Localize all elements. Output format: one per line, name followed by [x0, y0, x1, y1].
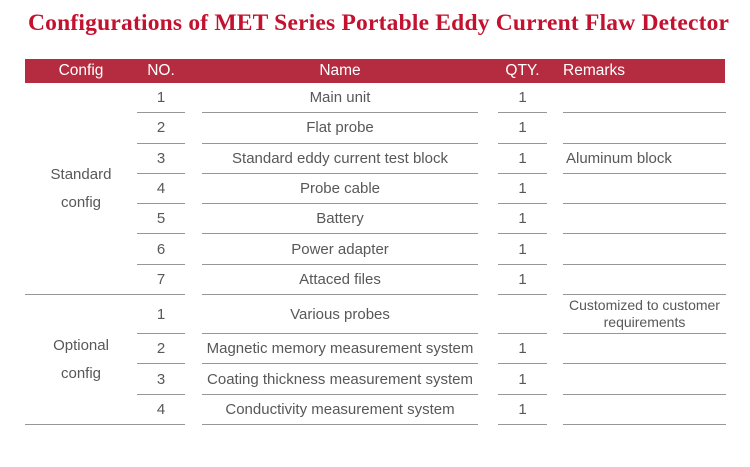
table-cell-no: 1 [137, 83, 185, 114]
table-cell-qty: 1 [498, 364, 547, 395]
table-cell-qty: 1 [498, 234, 547, 265]
table-cell-no: 1 [137, 295, 185, 335]
table-cell-no: 2 [137, 334, 185, 365]
table-section-standard: Standard config 1 Main unit 1 2 Flat probe 1 3 S… [25, 83, 726, 296]
table-cell-remarks [563, 265, 726, 296]
table-cell-qty: 1 [498, 83, 547, 114]
header-no: NO. [147, 62, 175, 79]
section-label-text: Standard config [50, 165, 112, 211]
table-cell-name: Attaced files [202, 265, 478, 296]
header-config: Config [58, 62, 104, 79]
table-cell-remarks [563, 83, 726, 114]
table-cell-no: 4 [137, 395, 185, 425]
table-cell-remarks [563, 334, 726, 365]
config-table-body: Standard config 1 Main unit 1 2 Flat probe 1 3 S… [25, 83, 726, 425]
table-cell-remarks [563, 204, 726, 235]
section-label-text: Optional config [53, 336, 109, 382]
table-cell-name: Various probes [202, 295, 478, 335]
table-cell-remarks [563, 395, 726, 425]
table-cell-name: Power adapter [202, 234, 478, 265]
table-cell-remarks: Customized to customer requirements [563, 295, 726, 335]
table-cell-qty: 1 [498, 395, 547, 425]
table-cell-name: Flat probe [202, 113, 478, 144]
table-cell-qty [498, 295, 547, 335]
table-cell-qty: 1 [498, 204, 547, 235]
table-cell-no: 3 [137, 364, 185, 395]
table-cell-name: Standard eddy current test block [202, 144, 478, 174]
table-cell-no: 7 [137, 265, 185, 296]
header-name: Name [319, 62, 361, 79]
table-cell-qty: 1 [498, 334, 547, 365]
table-section-optional: Optional config 1 Various probes Customized… [25, 295, 726, 425]
table-cell-no: 5 [137, 204, 185, 235]
table-cell-name: Probe cable [202, 174, 478, 205]
table-cell-no: 4 [137, 174, 185, 205]
table-cell-name: Conductivity measurement system [202, 395, 478, 425]
header-qty: QTY. [505, 62, 540, 79]
header-remarks: Remarks [563, 62, 626, 79]
table-cell-no: 2 [137, 113, 185, 144]
table-cell-qty: 1 [498, 144, 547, 174]
table-cell-name: Coating thickness measurement system [202, 364, 478, 395]
table-cell-name: Magnetic memory measurement system [202, 334, 478, 365]
table-cell-remarks [563, 174, 726, 205]
table-cell-qty: 1 [498, 113, 547, 144]
section-label: Standard config [25, 83, 137, 296]
table-cell-no: 6 [137, 234, 185, 265]
table-cell-remarks [563, 113, 726, 144]
config-table: Config NO. Name QTY. Remarks Standard co… [25, 59, 726, 425]
table-cell-remarks [563, 364, 726, 395]
table-cell-qty: 1 [498, 265, 547, 296]
table-cell-remarks: Aluminum block [563, 144, 726, 174]
table-cell-no: 3 [137, 144, 185, 174]
table-cell-name: Main unit [202, 83, 478, 114]
table-cell-name: Battery [202, 204, 478, 235]
table-cell-remarks [563, 234, 726, 265]
table-cell-qty: 1 [498, 174, 547, 205]
page-title: Configurations of MET Series Portable Ed… [28, 10, 730, 36]
table-header-row: Config NO. Name QTY. Remarks [25, 59, 725, 83]
section-label: Optional config [25, 295, 137, 425]
